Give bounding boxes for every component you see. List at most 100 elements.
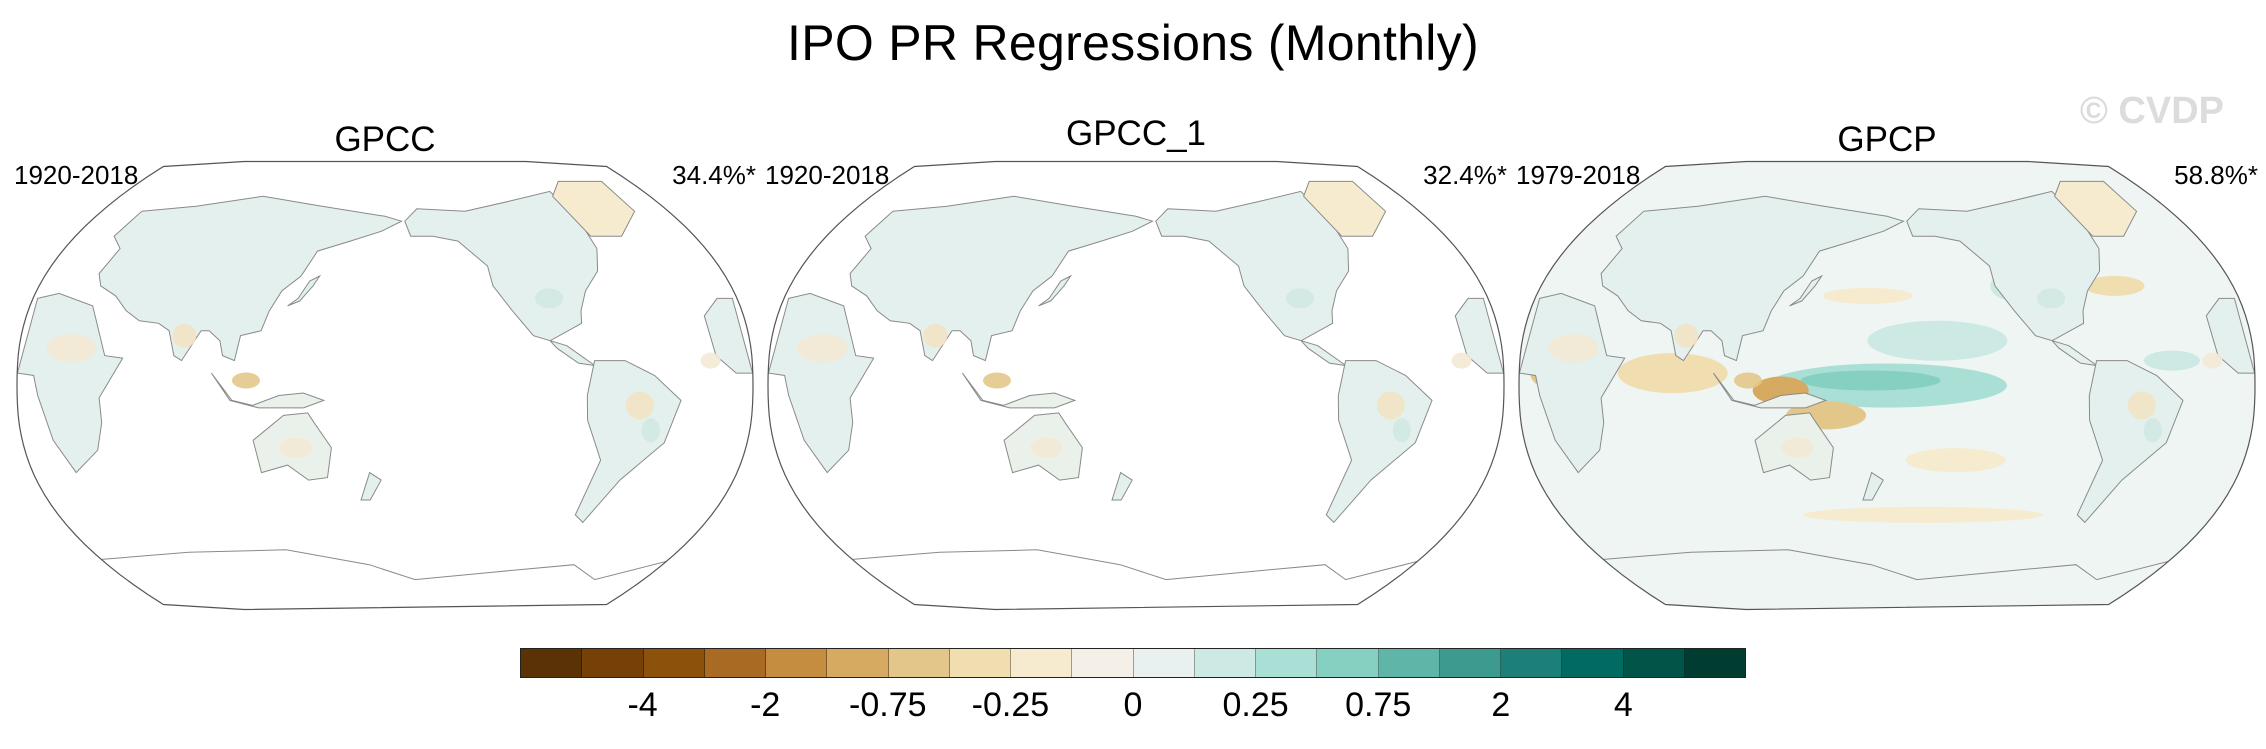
land-anomaly-contour (700, 352, 721, 369)
panel-variance-percent: 58.8%* (2174, 160, 2258, 190)
continent-greenland (552, 180, 636, 237)
continent-greenland (2054, 180, 2138, 237)
land-anomaly-contour (1392, 418, 1411, 443)
map-border (767, 160, 1505, 611)
continent-africa (1519, 292, 1626, 474)
panel-years: 1979-2018 (1516, 160, 1641, 190)
land-anomaly-contour (232, 372, 260, 389)
colorbar-swatch (888, 649, 950, 677)
continent-north-america (1155, 190, 1350, 367)
world-map-gpcc-1 (767, 160, 1505, 611)
continent-south-america (574, 360, 682, 524)
colorbar (520, 648, 1746, 678)
colorbar-swatch (1623, 649, 1685, 677)
colorbar-swatch (766, 649, 828, 677)
colorbar-swatch (1317, 649, 1379, 677)
continent-japan (1038, 274, 1073, 307)
colorbar-tick-label: 4 (1613, 686, 1633, 724)
continent-africa (17, 292, 124, 474)
land-anomaly-contour (535, 288, 564, 309)
land-anomaly-contour (1286, 288, 1315, 309)
continent-asia-europe (1600, 195, 1905, 362)
land-anomaly-contour (1674, 323, 1699, 348)
colorbar-tick-label: -4 (627, 686, 658, 724)
colorbar-swatch (1684, 649, 1745, 677)
continent-antarctica (1597, 549, 2177, 610)
colorbar-swatch (1194, 649, 1256, 677)
land-anomaly-contour (641, 418, 660, 443)
anomaly-contour (2084, 275, 2145, 296)
land-anomaly-contour (1781, 437, 1814, 458)
continent-japan (287, 274, 322, 307)
colorbar-tick-label: -0.75 (849, 686, 927, 724)
panel-years: 1920-2018 (765, 160, 890, 190)
land-anomaly-contour (2202, 352, 2223, 369)
land-anomaly-contour (172, 323, 197, 348)
continent-asia-europe (849, 195, 1154, 362)
continent-antarctica (846, 549, 1426, 610)
land-anomaly-contour (983, 372, 1011, 389)
land-anomaly-contour (1451, 352, 1472, 369)
world-map-gpcc (16, 160, 754, 611)
colorbar-swatch (582, 649, 644, 677)
panel-title: GPCP (1837, 120, 1937, 159)
panel-variance-percent: 32.4%* (1423, 160, 1507, 190)
colorbar-swatch (1011, 649, 1073, 677)
land-anomaly-contour (625, 391, 654, 420)
continent-north-america (404, 190, 599, 367)
colorbar-tick-label: 0.25 (1222, 686, 1289, 724)
land-anomaly-contour (1548, 334, 1599, 363)
world-map-gpcp (1518, 160, 2256, 611)
continent-north-america (1906, 190, 2101, 367)
anomaly-contour (2143, 350, 2200, 371)
panel-title: GPCC (334, 120, 436, 159)
continent-new-zealand (1862, 471, 1884, 501)
colorbar-swatch (949, 649, 1011, 677)
anomaly-contour (1867, 320, 2008, 361)
colorbar-tick-label: 2 (1491, 686, 1511, 724)
colorbar-swatch (1072, 649, 1134, 677)
land-anomaly-contour (1734, 372, 1762, 389)
land-anomaly-contour (2127, 391, 2156, 420)
map-panel-gpcc-1: GPCC_1 1920-2018 32.4%* (765, 116, 1507, 636)
continent-indonesia (1712, 372, 1828, 409)
colorbar-tick-label: -0.25 (971, 686, 1050, 724)
continent-asia-europe (98, 195, 403, 362)
land-anomaly-contour (2037, 288, 2066, 309)
land-anomaly-contour (2143, 418, 2162, 443)
continent-antarctica (95, 549, 675, 610)
cvdp-watermark: © CVDP (2079, 90, 2224, 132)
anomaly-contour (1905, 448, 2006, 473)
land-anomaly-contour (46, 334, 97, 363)
land-anomaly-contour (1376, 391, 1405, 420)
colorbar-swatch (1439, 649, 1501, 677)
colorbar-swatch (1256, 649, 1318, 677)
anomaly-contour (1802, 506, 2043, 523)
colorbar-swatch (1501, 649, 1563, 677)
continent-indonesia (210, 372, 326, 409)
colorbar-swatch (1562, 649, 1624, 677)
land-anomaly-contour (797, 334, 848, 363)
colorbar-swatch (704, 649, 766, 677)
figure-title: IPO PR Regressions (Monthly) (787, 15, 1479, 71)
colorbar-tick-label: 0.75 (1345, 686, 1412, 724)
continent-indonesia (961, 372, 1077, 409)
panel-years: 1920-2018 (14, 160, 139, 190)
continent-africa (768, 292, 875, 474)
continent-south-america (2076, 360, 2184, 524)
map-border (16, 160, 754, 611)
continent-new-zealand (1111, 471, 1133, 501)
anomaly-contour (1617, 353, 1728, 394)
panel-variance-percent: 34.4%* (672, 160, 756, 190)
colorbar-swatch (827, 649, 889, 677)
land-anomaly-contour (1030, 437, 1063, 458)
panel-title: GPCC_1 (1065, 114, 1207, 153)
land-anomaly-contour (923, 323, 948, 348)
anomaly-contour (1800, 370, 1941, 391)
colorbar-swatch (521, 649, 583, 677)
land-anomaly-contour (279, 437, 312, 458)
continent-greenland (1303, 180, 1387, 237)
map-border (1518, 160, 2256, 611)
colorbar-swatch (1378, 649, 1440, 677)
colorbar-tick-label: -2 (750, 686, 781, 724)
